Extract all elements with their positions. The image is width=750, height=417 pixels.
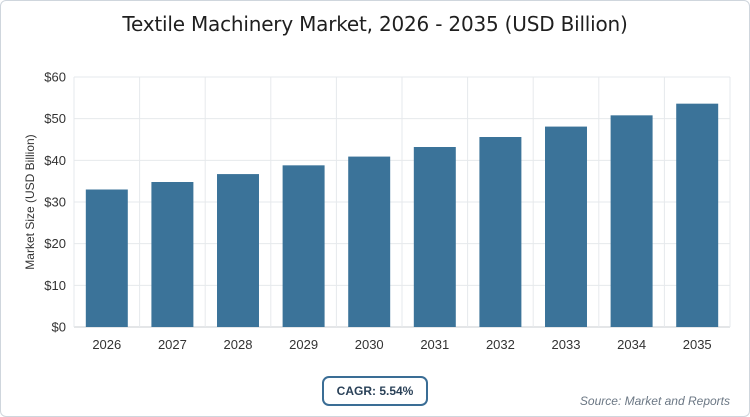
x-tick-label: 2034 — [617, 337, 646, 352]
x-axis-ticks: 2026 2027 2028 2029 2030 2031 2032 2033 2034 2035 — [92, 337, 711, 352]
x-tick-label: 2033 — [552, 337, 581, 352]
y-tick-label: $30 — [44, 195, 66, 210]
bar — [545, 126, 587, 327]
x-tick-label: 2030 — [355, 337, 384, 352]
bar — [348, 156, 391, 327]
source-note: Source: Market and Reports — [579, 394, 730, 408]
y-tick-label: $10 — [44, 278, 66, 293]
chart-title: Textile Machinery Market, 2026 - 2035 (U… — [122, 12, 628, 36]
y-axis-ticks: $0 $10 $20 $30 $40 $50 $60 — [44, 70, 66, 335]
bar — [85, 189, 128, 327]
x-tick-label: 2027 — [158, 337, 187, 352]
bar — [610, 115, 653, 327]
bar — [479, 137, 522, 327]
x-tick-label: 2035 — [683, 337, 712, 352]
bar — [282, 165, 325, 327]
x-tick-label: 2028 — [224, 337, 253, 352]
y-tick-label: $60 — [44, 70, 66, 85]
bar — [151, 182, 194, 327]
bar — [413, 147, 456, 327]
bar — [676, 103, 719, 328]
bar — [217, 174, 259, 327]
y-tick-label: $20 — [44, 236, 66, 251]
x-tick-label: 2031 — [420, 337, 449, 352]
y-tick-label: $0 — [52, 320, 66, 335]
chart-bars — [85, 103, 719, 328]
x-tick-label: 2029 — [289, 337, 318, 352]
x-tick-label: 2026 — [92, 337, 121, 352]
x-tick-label: 2032 — [486, 337, 515, 352]
y-tick-label: $50 — [44, 111, 66, 126]
y-tick-label: $40 — [44, 153, 66, 168]
cagr-badge: CAGR: 5.54% — [322, 376, 428, 406]
y-axis-label: Market Size (USD Billion) — [23, 134, 37, 269]
